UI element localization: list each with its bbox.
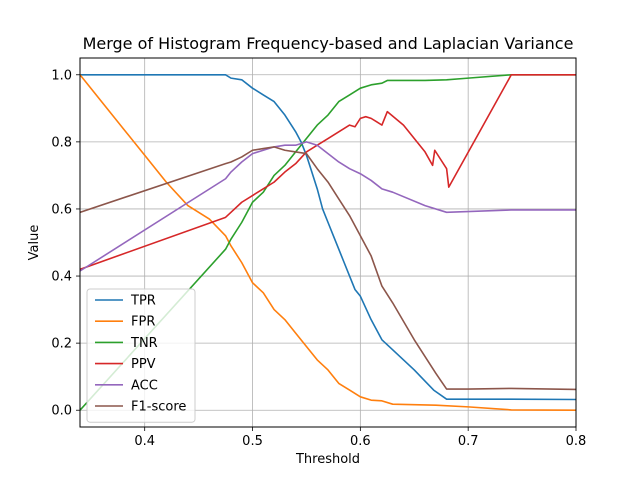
legend-label-tnr: TNR: [130, 336, 158, 351]
series-line-acc: [80, 141, 576, 272]
legend-label-tpr: TPR: [130, 294, 156, 309]
series-line-f1-score: [80, 146, 576, 391]
legend-box: [86, 288, 196, 423]
x-ticks: 0.4 0.5 0.6 0.7 0.8: [134, 427, 586, 449]
x-tick-label: 0.6: [350, 434, 371, 449]
x-tick-label: 0.8: [566, 434, 587, 449]
y-tick-label: 0.8: [51, 135, 72, 150]
chart-title: Merge of Histogram Frequency-based and L…: [83, 34, 574, 53]
legend: TPR FPR TNR PPV ACC F1-score: [86, 288, 196, 423]
y-tick-label: 1.0: [51, 68, 72, 83]
series-line-fpr: [80, 74, 576, 412]
series-lines: [80, 73, 576, 412]
y-tick-label: 0.0: [51, 404, 72, 419]
series-line-tnr: [80, 73, 576, 411]
series-line-tpr: [80, 73, 576, 401]
legend-label-acc: ACC: [131, 378, 158, 393]
axes: [79, 57, 577, 428]
y-ticks: 0.0 0.2 0.4 0.6 0.8 1.0: [51, 68, 80, 419]
x-tick-label: 0.4: [134, 434, 155, 449]
y-tick-label: 0.2: [51, 337, 72, 352]
legend-label-ppv: PPV: [131, 357, 156, 372]
y-tick-label: 0.6: [51, 202, 72, 217]
y-tick-label: 0.4: [51, 270, 72, 285]
plot-frame: [79, 57, 577, 428]
x-axis-label: Threshold: [295, 452, 360, 467]
x-tick-label: 0.7: [458, 434, 479, 449]
legend-label-f1-score: F1-score: [131, 400, 186, 415]
legend-label-fpr: FPR: [131, 315, 155, 330]
x-tick-label: 0.5: [242, 434, 263, 449]
y-axis-label: Value: [27, 225, 42, 261]
series-line-ppv: [80, 73, 576, 271]
